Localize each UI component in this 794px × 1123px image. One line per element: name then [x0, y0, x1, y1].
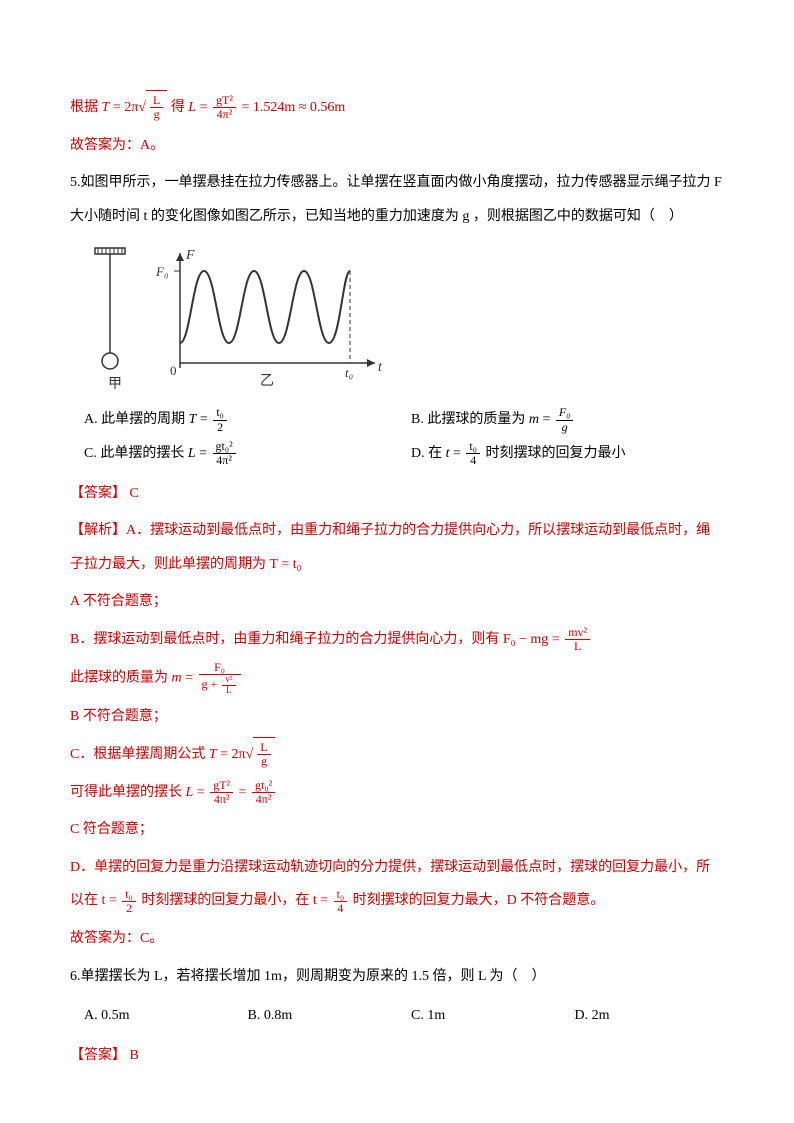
answer-label: 【答案】: [70, 486, 126, 501]
q5-explA2: A 不符合题意；: [70, 585, 724, 619]
q6-optA: A. 0.5m: [70, 999, 234, 1033]
q5-optC: C. 此单摆的摆长 L = gt₀²4π²: [70, 437, 397, 471]
expl-label: 【解析】: [70, 523, 126, 538]
q6-stem: 6.单摆摆长为 L，若将摆长增加 1m，则周期变为原来的 1.5 倍，则 L 为…: [70, 960, 724, 994]
q5-explA1: 【解析】A．摆球运动到最低点时，由重力和绳子拉力的合力提供向心力，所以摆球运动到…: [70, 514, 724, 581]
q5-diagram: 甲 F t 0 F₀ t₀ 乙: [80, 243, 724, 393]
q5-explD1: D．单摆的回复力是重力沿摆球运动轨迹切向的分力提供，摆球运动到最低点时，摆球的回…: [70, 851, 724, 918]
text: = 1.524m ≈ 0.56m: [241, 100, 345, 115]
q5-final: 故答案为：C。: [70, 922, 724, 956]
q5-explC3: C 符合题意；: [70, 813, 724, 847]
svg-text:0: 0: [170, 363, 177, 378]
q6-optC: C. 1m: [397, 999, 561, 1033]
q6-options: A. 0.5m B. 0.8m C. 1m D. 2m: [70, 999, 724, 1033]
svg-text:t₀: t₀: [345, 365, 353, 380]
prev-solution-answer: 故答案为：A。: [70, 129, 724, 163]
text: 根据: [70, 100, 102, 115]
q6-answer: 【答案】 B: [70, 1039, 724, 1073]
q5-explB2: 此摆球的质量为 m = F₀g + v²L: [70, 661, 724, 696]
q5-explC1: C．根据单摆周期公式 T = 2πLg: [70, 737, 724, 772]
answer-label: 【答案】: [70, 1048, 126, 1063]
pendulum-diagram: 甲: [80, 243, 140, 393]
q5-options: A. 此单摆的周期 T = t₀2 B. 此摆球的质量为 m = F₀g C. …: [70, 403, 724, 470]
svg-text:乙: 乙: [260, 373, 274, 389]
svg-text:甲: 甲: [108, 377, 122, 392]
q6-optD: D. 2m: [561, 999, 725, 1033]
force-time-graph: F t 0 F₀ t₀ 乙: [150, 243, 390, 393]
answer-value: B: [126, 1048, 139, 1063]
svg-text:F₀: F₀: [155, 264, 168, 279]
q5-optD: D. 在 t = t₀4 时刻摆球的回复力最小: [397, 437, 724, 471]
svg-text:F: F: [185, 248, 195, 263]
text: 得: [171, 100, 189, 115]
answer-value: C: [126, 486, 139, 501]
prev-solution-line1: 根据 T = 2πLg 得 L = gT²4π² = 1.524m ≈ 0.56…: [70, 90, 724, 125]
q5-explC2: 可得此单摆的摆长 L = gT²4π² = gt₀²4π²: [70, 776, 724, 810]
q5-stem: 5.如图甲所示，一单摆悬挂在拉力传感器上。让单摆在竖直面内做小角度摆动，拉力传感…: [70, 166, 724, 233]
q5-optB: B. 此摆球的质量为 m = F₀g: [397, 403, 724, 437]
q5-answer: 【答案】 C: [70, 477, 724, 511]
q5-optA: A. 此单摆的周期 T = t₀2: [70, 403, 397, 437]
q5-explB1: B．摆球运动到最低点时，由重力和绳子拉力的合力提供向心力，则有 F₀ − mg …: [70, 623, 724, 657]
q5-explB3: B 不符合题意；: [70, 700, 724, 734]
q6-optB: B. 0.8m: [234, 999, 398, 1033]
svg-text:t: t: [378, 360, 383, 375]
